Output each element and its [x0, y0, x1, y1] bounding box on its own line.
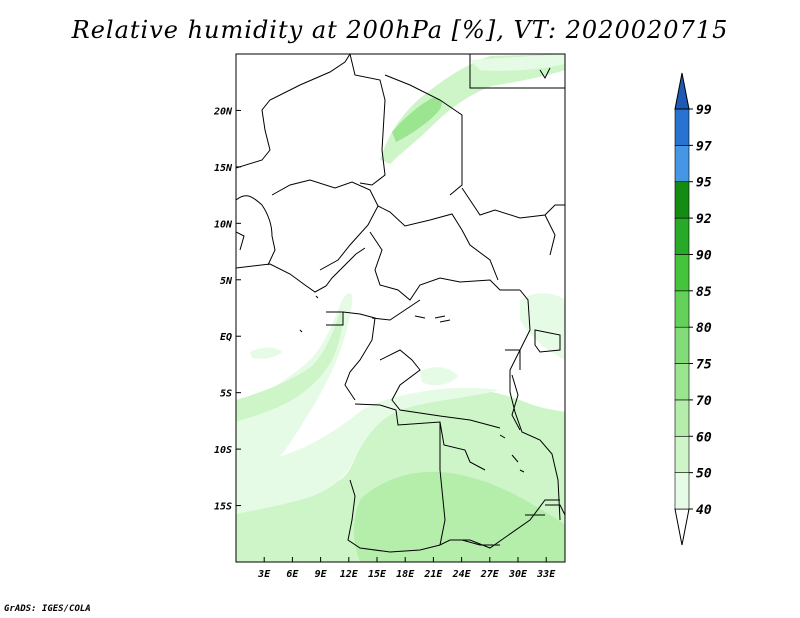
lat-tick-label: 5S: [220, 389, 232, 400]
political-boundaries: [236, 54, 565, 553]
colorbar-label: 70: [696, 394, 712, 409]
lat-tick-label: 5N: [220, 276, 233, 287]
humidity-plume-north-edge: [470, 54, 565, 71]
lon-tick-label: 3E: [257, 569, 271, 580]
colorbar-label: 92: [696, 212, 712, 227]
longitude-axis: 3E 6E 9E 12E 15E 18E 21E 24E 27E 30E 33E: [257, 557, 556, 580]
lon-tick-label: 12E: [340, 569, 359, 580]
lat-tick-label: 15N: [214, 163, 233, 174]
map-frame: [235, 53, 566, 563]
lon-tick-label: 21E: [423, 569, 443, 580]
lat-tick-label: 15S: [214, 502, 232, 513]
lat-tick-label: EQ: [220, 332, 232, 343]
colorbar-label: 95: [696, 176, 712, 191]
colorbar-label: 40: [696, 503, 712, 518]
humidity-field-south-light: [236, 387, 500, 514]
colorbar-lower-triangle: [674, 508, 690, 546]
colorbar-box: [674, 181, 690, 219]
colorbar-box: [674, 108, 690, 146]
colorbar-box: [674, 254, 690, 292]
colorbar-box: [674, 472, 690, 510]
colorbar-box: [674, 145, 690, 183]
lon-tick-label: 15E: [368, 569, 387, 580]
colorbar-box: [674, 326, 690, 364]
colorbar-box: [674, 363, 690, 401]
humidity-plume-north: [380, 54, 565, 164]
colorbar-upper-triangle: [674, 72, 690, 110]
lon-tick-label: 6E: [286, 569, 299, 580]
lat-tick-label: 10S: [214, 445, 232, 456]
colorbar-label: 90: [696, 248, 712, 263]
lon-tick-label: 24E: [452, 569, 472, 580]
humidity-blob-east: [520, 293, 565, 360]
lon-tick-label: 27E: [480, 569, 500, 580]
lat-tick-label: 10N: [214, 219, 233, 230]
colorbar-label: 75: [696, 358, 712, 373]
credit-text: GrADS: IGES/COLA: [4, 604, 91, 614]
lon-tick-label: 9E: [315, 569, 328, 580]
lon-tick-label: 30E: [508, 569, 528, 580]
humidity-band-southwest-inner: [236, 312, 343, 422]
latitude-axis: 20N 15N 10N 5N EQ 5S 10S 15S: [213, 106, 241, 513]
colorbar-label: 60: [696, 430, 712, 445]
colorbar-box: [674, 399, 690, 437]
colorbar-box: [674, 217, 690, 255]
colorbar-label: 99: [696, 103, 712, 118]
lon-tick-label: 18E: [396, 569, 415, 580]
humidity-field-south-core: [354, 471, 565, 562]
lon-tick-label: 33E: [536, 569, 556, 580]
humidity-patch-west: [250, 347, 282, 359]
colorbar-label: 85: [696, 285, 712, 300]
colorbar-label: 97: [696, 139, 712, 154]
lat-tick-label: 20N: [213, 106, 233, 117]
humidity-plume-north-core: [392, 97, 442, 142]
colorbar-box: [674, 290, 690, 328]
colorbar-label: 50: [696, 467, 712, 482]
humidity-field: [236, 54, 565, 562]
colorbar-label: 80: [696, 321, 712, 336]
humidity-blob-central: [420, 367, 458, 386]
colorbar-box: [674, 435, 690, 473]
map-title: Relative humidity at 200hPa [%], VT: 202…: [71, 16, 729, 44]
colorbar: 40 50 60 70 75 80 85 90 92 95 97 99: [674, 72, 712, 546]
